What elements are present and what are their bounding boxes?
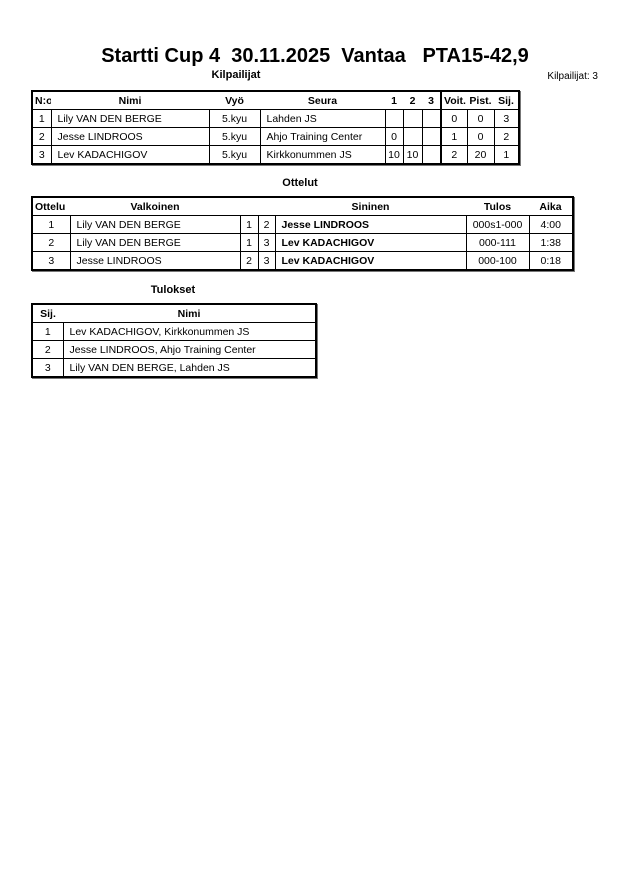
- table-cell: 2: [239, 251, 259, 271]
- column-header: Aika: [529, 197, 573, 216]
- table-cell: 2: [31, 127, 52, 146]
- table-row: 1 Lily VAN DEN BERGE 5.kyu Lahden JS 0 0 3: [31, 109, 520, 128]
- matches-heading: Ottelut: [282, 177, 318, 189]
- competitor-count: Kilpailijat: 3: [547, 71, 598, 82]
- table-cell: 2: [440, 145, 468, 165]
- table-cell: [421, 109, 442, 128]
- table-cell: Lily VAN DEN BERGE: [50, 109, 210, 128]
- table-cell: Lev KADACHIGOV, Kirkkonummen JS: [62, 322, 317, 341]
- table-cell: 0: [466, 109, 495, 128]
- table-cell: 5.kyu: [208, 145, 261, 165]
- column-header: Seura: [260, 91, 385, 110]
- table-cell: Jesse LINDROOS: [50, 127, 210, 146]
- table-cell: 3: [31, 251, 71, 271]
- column-header: Ottelu: [32, 197, 70, 216]
- table-cell: Lev KADACHIGOV: [274, 251, 467, 271]
- column-header: 2: [403, 91, 422, 110]
- table-cell: Lily VAN DEN BERGE: [69, 215, 241, 234]
- table-cell: Jesse LINDROOS: [274, 215, 467, 234]
- table-cell: 3: [257, 251, 276, 271]
- table-row: 2 Jesse LINDROOS 5.kyu Ahjo Training Center…: [31, 127, 520, 146]
- table-cell: 5.kyu: [208, 127, 261, 146]
- table-cell: 0: [384, 127, 404, 146]
- table-row: 1 Lily VAN DEN BERGE 1 2 Jesse LINDROOS 000s1…: [31, 215, 574, 234]
- table-cell: 2: [31, 233, 71, 252]
- column-header: Tulos: [466, 197, 529, 216]
- column-header: Sij.: [32, 304, 63, 323]
- results-table: Sij. Nimi 1 Lev KADACHIGOV, Kirkkonummen JS…: [31, 303, 317, 378]
- table-cell: 3: [257, 233, 276, 252]
- table-cell: 2: [31, 340, 64, 359]
- table-row: 3 Lev KADACHIGOV 5.kyu Kirkkonummen JS 10 10 2…: [31, 145, 520, 165]
- table-cell: 4:00: [528, 215, 574, 234]
- table-cell: 1: [493, 145, 520, 165]
- column-header: Nimi: [51, 91, 209, 110]
- column-header: Vyö: [209, 91, 260, 110]
- table-cell: [402, 109, 423, 128]
- table-cell: 3: [31, 358, 64, 378]
- table-cell: 10: [384, 145, 404, 165]
- table-cell: Jesse LINDROOS, Ahjo Training Center: [62, 340, 317, 359]
- matches-table: Ottelu Valkoinen Sininen Tulos Aika 1 Lily VAN…: [31, 196, 574, 271]
- table-row: 3 Jesse LINDROOS 2 3 Lev KADACHIGOV 000-100 0:…: [31, 251, 574, 271]
- table-cell: Lily VAN DEN BERGE, Lahden JS: [62, 358, 317, 378]
- table-cell: Ahjo Training Center: [259, 127, 386, 146]
- table-cell: Lahden JS: [259, 109, 386, 128]
- table-cell: 000-100: [465, 251, 530, 271]
- table-cell: 2: [257, 215, 276, 234]
- column-header: [240, 197, 258, 216]
- table-cell: Kirkkonummen JS: [259, 145, 386, 165]
- table-cell: Lily VAN DEN BERGE: [69, 233, 241, 252]
- table-cell: 000s1-000: [465, 215, 530, 234]
- column-header: Sij.: [494, 91, 519, 110]
- table-cell: 1: [239, 233, 259, 252]
- table-cell: [402, 127, 423, 146]
- table-cell: 1: [440, 127, 468, 146]
- page-title: Startti Cup 4 30.11.2025 Vantaa PTA15-42…: [101, 45, 529, 67]
- table-cell: 2: [493, 127, 520, 146]
- column-header: Sininen: [275, 197, 466, 216]
- table-row: 2 Jesse LINDROOS, Ahjo Training Center: [31, 340, 317, 359]
- table-cell: 5.kyu: [208, 109, 261, 128]
- table-cell: 0: [466, 127, 495, 146]
- table-cell: 0:18: [528, 251, 574, 271]
- table-row: 1 Lev KADACHIGOV, Kirkkonummen JS: [31, 322, 317, 341]
- table-cell: [384, 109, 404, 128]
- table-cell: Lev KADACHIGOV: [274, 233, 467, 252]
- table-cell: 20: [466, 145, 495, 165]
- results-heading: Tulokset: [150, 284, 196, 296]
- table-cell: 0: [440, 109, 468, 128]
- column-header: Nimi: [63, 304, 316, 323]
- table-cell: 1: [31, 109, 52, 128]
- table-cell: 1: [31, 322, 64, 341]
- competitors-heading: Kilpailijat: [211, 69, 261, 81]
- table-row: 3 Lily VAN DEN BERGE, Lahden JS: [31, 358, 317, 378]
- table-cell: 1: [239, 215, 259, 234]
- table-row: 2 Lily VAN DEN BERGE 1 3 Lev KADACHIGOV 000-1…: [31, 233, 574, 252]
- column-header: 3: [422, 91, 442, 110]
- column-header: 1: [385, 91, 403, 110]
- table-cell: 3: [493, 109, 520, 128]
- column-header: Pist.: [467, 91, 494, 110]
- competitors-table: N:o Nimi Vyö Seura 1 2 3 Voit. Pist. Sij. 1 Lily VA…: [31, 90, 520, 165]
- table-cell: [421, 127, 442, 146]
- column-header: Valkoinen: [70, 197, 240, 216]
- table-cell: 1:38: [528, 233, 574, 252]
- column-header: N:o: [32, 91, 51, 110]
- table-cell: Lev KADACHIGOV: [50, 145, 210, 165]
- column-header: Voit.: [441, 91, 467, 110]
- table-cell: 000-111: [465, 233, 530, 252]
- table-cell: 10: [402, 145, 423, 165]
- table-cell: 1: [31, 215, 71, 234]
- table-cell: [421, 145, 442, 165]
- table-cell: 3: [31, 145, 52, 165]
- column-header: [258, 197, 275, 216]
- table-cell: Jesse LINDROOS: [69, 251, 241, 271]
